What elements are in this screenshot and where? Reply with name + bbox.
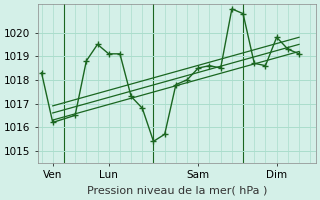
- X-axis label: Pression niveau de la mer( hPa ): Pression niveau de la mer( hPa ): [87, 186, 267, 196]
